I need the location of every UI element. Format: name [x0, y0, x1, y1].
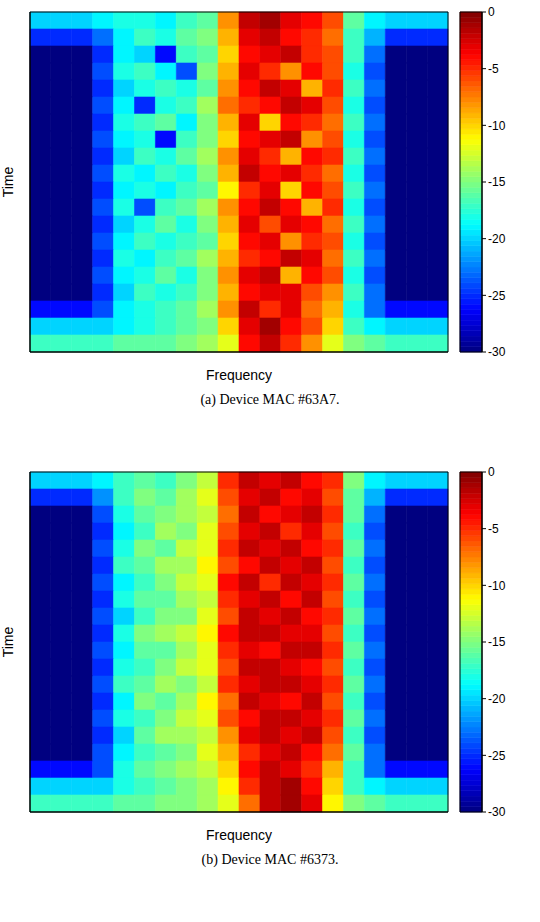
svg-text:-15: -15: [488, 635, 506, 649]
svg-text:-10: -10: [488, 119, 506, 133]
svg-text:-20: -20: [488, 232, 506, 246]
svg-text:-25: -25: [488, 749, 506, 763]
svg-text:-30: -30: [488, 805, 506, 819]
svg-text:-15: -15: [488, 175, 506, 189]
svg-text:Frequency: Frequency: [206, 827, 272, 843]
svg-text:-25: -25: [488, 289, 506, 303]
svg-text:0: 0: [488, 6, 495, 19]
html-text:(b) Device MAC #6373.: (b) Device MAC #6373.: [201, 852, 339, 867]
svg-text:Frequency: Frequency: [206, 367, 272, 383]
svg-text:-30: -30: [488, 345, 506, 359]
svg-text:-10: -10: [488, 579, 506, 593]
svg-text:-20: -20: [488, 692, 506, 706]
svg-text:-5: -5: [488, 62, 499, 76]
svg-text:-5: -5: [488, 522, 499, 536]
html-text:(a) Device MAC #63A7.: (a) Device MAC #63A7.: [200, 392, 340, 407]
svg-text:Time: Time: [0, 626, 16, 657]
svg-text:Time: Time: [0, 166, 16, 197]
svg-text:0: 0: [488, 466, 495, 479]
